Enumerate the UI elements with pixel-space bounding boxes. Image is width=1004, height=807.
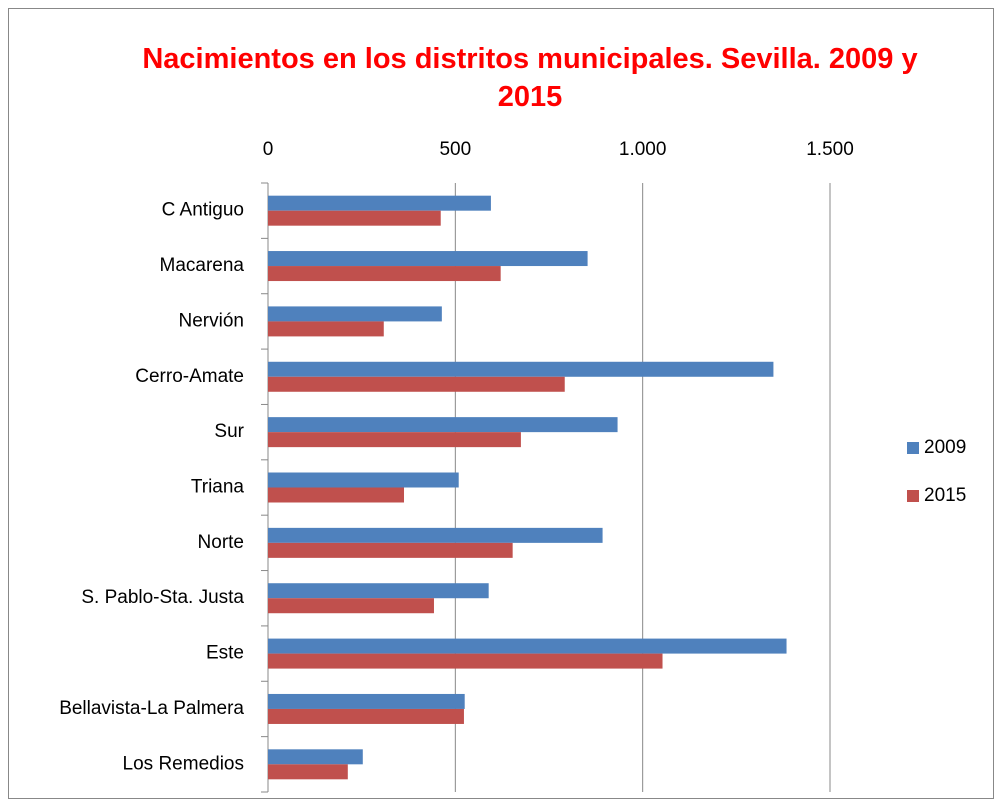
bar xyxy=(268,638,787,654)
bar xyxy=(268,749,363,765)
bar xyxy=(268,527,603,543)
y-tick-label: Sur xyxy=(214,421,244,442)
y-tick-label: S. Pablo-Sta. Justa xyxy=(81,587,244,608)
y-tick-label: C Antiguo xyxy=(162,200,244,221)
y-tick-label: Bellavista-La Palmera xyxy=(59,698,244,719)
y-tick-label: Norte xyxy=(198,532,244,553)
y-tick-label: Nervión xyxy=(179,310,244,331)
x-tick-label: 500 xyxy=(439,139,471,160)
x-tick-label: 1.000 xyxy=(619,139,667,160)
legend-label: 2009 xyxy=(924,437,966,458)
bar xyxy=(268,432,521,448)
bar xyxy=(268,251,588,267)
x-tick-label: 0 xyxy=(263,139,274,160)
bar xyxy=(268,472,459,488)
bar xyxy=(268,376,565,392)
bar xyxy=(268,653,663,669)
chart-frame xyxy=(8,8,994,799)
x-tick-label: 1.500 xyxy=(806,139,854,160)
bar xyxy=(268,266,501,282)
bar xyxy=(268,542,513,558)
bar xyxy=(268,195,491,211)
bar xyxy=(268,764,348,780)
bar xyxy=(268,487,405,503)
y-tick-label: Cerro-Amate xyxy=(135,366,244,387)
bar xyxy=(268,708,464,724)
bar xyxy=(268,210,441,226)
y-tick-label: Macarena xyxy=(160,255,245,276)
bar xyxy=(268,598,434,614)
bar xyxy=(268,321,384,337)
legend-swatch xyxy=(907,490,919,502)
y-tick-label: Triana xyxy=(191,477,245,498)
legend-swatch xyxy=(907,442,919,454)
y-tick-label: Este xyxy=(206,643,244,664)
legend-label: 2015 xyxy=(924,485,966,506)
chart-title: Nacimientos en los distritos municipales… xyxy=(142,43,918,113)
bar xyxy=(268,693,465,709)
y-tick-label: Los Remedios xyxy=(123,753,244,774)
bar xyxy=(268,306,442,322)
bar xyxy=(268,417,618,433)
bar xyxy=(268,361,774,377)
bar xyxy=(268,583,489,599)
